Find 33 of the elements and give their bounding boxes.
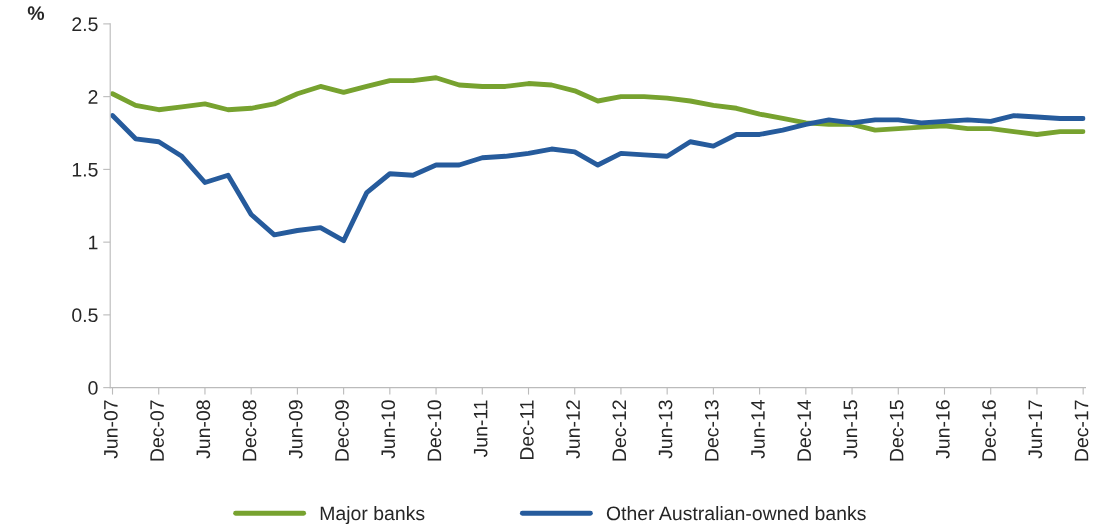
y-tick-label: 1.5: [72, 163, 98, 177]
x-tick-label: Jun-08: [196, 400, 211, 459]
x-tick-label: Dec-11: [520, 400, 534, 460]
y-tick-label: 2.5: [72, 17, 98, 32]
x-tick-label: Jun-13: [658, 400, 673, 459]
x-tick-label: Dec-09: [335, 400, 349, 461]
y-tick-label: 0: [88, 381, 98, 395]
x-tick-label: Jun-16: [935, 400, 950, 459]
x-tick-label: Dec-08: [242, 400, 257, 461]
y-tick-label: 0.5: [72, 308, 98, 323]
y-tick-label: 2: [88, 90, 98, 104]
x-tick-label: Dec-15: [889, 400, 904, 461]
x-tick-label: Dec-13: [704, 400, 719, 461]
x-tick-label: Dec-10: [427, 400, 442, 461]
x-tick-label: Jun-10: [381, 400, 396, 459]
legend-label: Other Australian-owned banks: [606, 505, 866, 521]
x-tick-label: Jun-09: [288, 400, 303, 459]
x-tick-label: Jun-12: [566, 400, 580, 459]
x-tick-label: Jun-11: [473, 400, 488, 458]
x-tick-label: Jun-17: [1028, 400, 1043, 459]
x-tick-label: Dec-12: [612, 400, 627, 461]
x-tick-label: Jun-14: [751, 400, 765, 459]
x-tick-label: Dec-07: [150, 400, 164, 461]
x-tick-label: Jun-07: [103, 400, 118, 459]
x-tick-label: Dec-14: [797, 400, 812, 461]
legend-label: Major banks: [320, 505, 425, 525]
line-series: [110, 75, 1086, 137]
x-tick-label: Dec-17: [1074, 400, 1089, 461]
y-tick-label: 1: [89, 235, 98, 250]
x-tick-label: Jun-15: [843, 400, 858, 459]
line-series: [110, 113, 1086, 244]
x-tick-label: Dec-16: [982, 400, 996, 461]
y-axis-title: %: [27, 6, 45, 21]
